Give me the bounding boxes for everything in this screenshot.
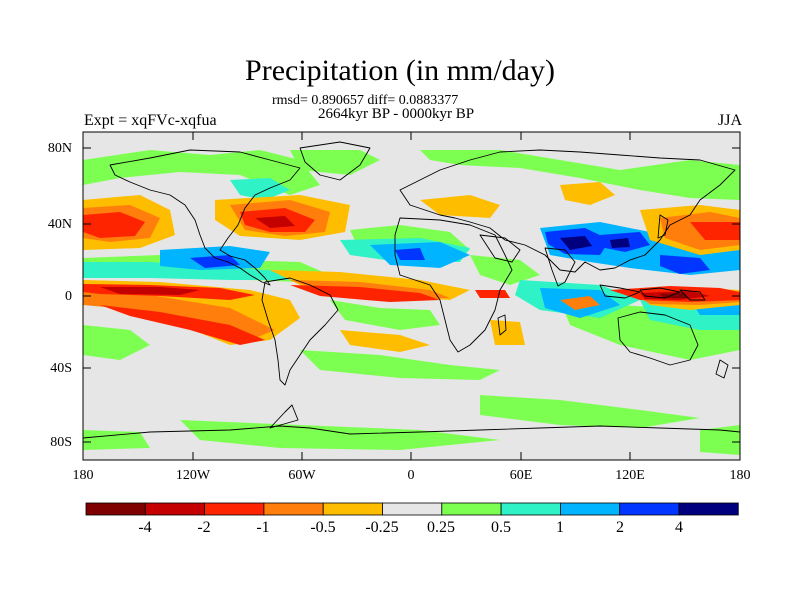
- map-title: Precipitation (in mm/day): [245, 54, 555, 87]
- colorbar-label: -2: [197, 519, 211, 536]
- period-label: 2664kyr BP - 0000kyr BP: [318, 106, 475, 122]
- experiment-label: Expt = xqFVc-xqfua: [84, 112, 217, 129]
- colorbar-label: 2: [616, 519, 624, 536]
- colorbar-label: 4: [675, 519, 683, 536]
- colorbar-boxes: [85, 502, 739, 516]
- coastlines: [83, 141, 740, 439]
- season-label: JJA: [717, 112, 742, 129]
- colorbar-box: [204, 502, 265, 516]
- colorbar-box: [560, 502, 621, 516]
- lon-label-120e: 120E: [615, 468, 645, 483]
- colorbar-box: [322, 502, 383, 516]
- colorbar-box: [500, 502, 561, 516]
- stats-line: rmsd= 0.890657 diff= 0.0883377: [272, 93, 459, 108]
- colorbar-box: [263, 502, 324, 516]
- colorbar-label: -4: [138, 519, 152, 536]
- lon-label-60e: 60E: [509, 468, 533, 483]
- lon-label-60w: 60W: [288, 468, 316, 483]
- lat-label-40s: 40S: [50, 361, 72, 376]
- anomaly-positive-extreme: [560, 236, 630, 250]
- colorbar-label: -1: [256, 519, 270, 536]
- colorbar-label: 0.25: [427, 519, 455, 536]
- lon-label-180e: 180: [729, 468, 751, 483]
- lat-label-40n: 40N: [47, 217, 72, 232]
- axis-ticks: [83, 132, 740, 460]
- lat-label-80s: 80S: [50, 435, 72, 450]
- colorbar-box: [382, 502, 443, 516]
- colorbar-box: [85, 502, 146, 516]
- lon-label-180w: 180: [72, 468, 94, 483]
- anomaly-field: [83, 132, 740, 460]
- colorbar-box: [678, 502, 739, 516]
- lat-label-0: 0: [65, 289, 72, 304]
- colorbar-label: 0.5: [491, 519, 511, 536]
- colorbar-label: -0.5: [310, 519, 336, 536]
- lat-label-80n: 80N: [47, 141, 72, 156]
- lon-label-0: 0: [407, 468, 415, 483]
- colorbar-box: [144, 502, 206, 516]
- colorbar-box: [619, 502, 680, 516]
- colorbar-label: -0.25: [365, 519, 399, 536]
- colorbar-label: 1: [556, 519, 564, 536]
- lon-label-120w: 120W: [175, 468, 211, 483]
- colorbar-box: [441, 502, 502, 516]
